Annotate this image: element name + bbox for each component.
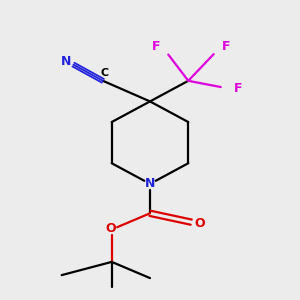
Text: N: N	[145, 177, 155, 190]
Text: F: F	[233, 82, 242, 95]
Text: C: C	[100, 68, 108, 78]
Text: O: O	[105, 222, 116, 235]
Text: N: N	[61, 55, 71, 68]
Text: O: O	[195, 217, 206, 230]
Text: F: F	[152, 40, 160, 53]
Text: F: F	[222, 40, 231, 53]
